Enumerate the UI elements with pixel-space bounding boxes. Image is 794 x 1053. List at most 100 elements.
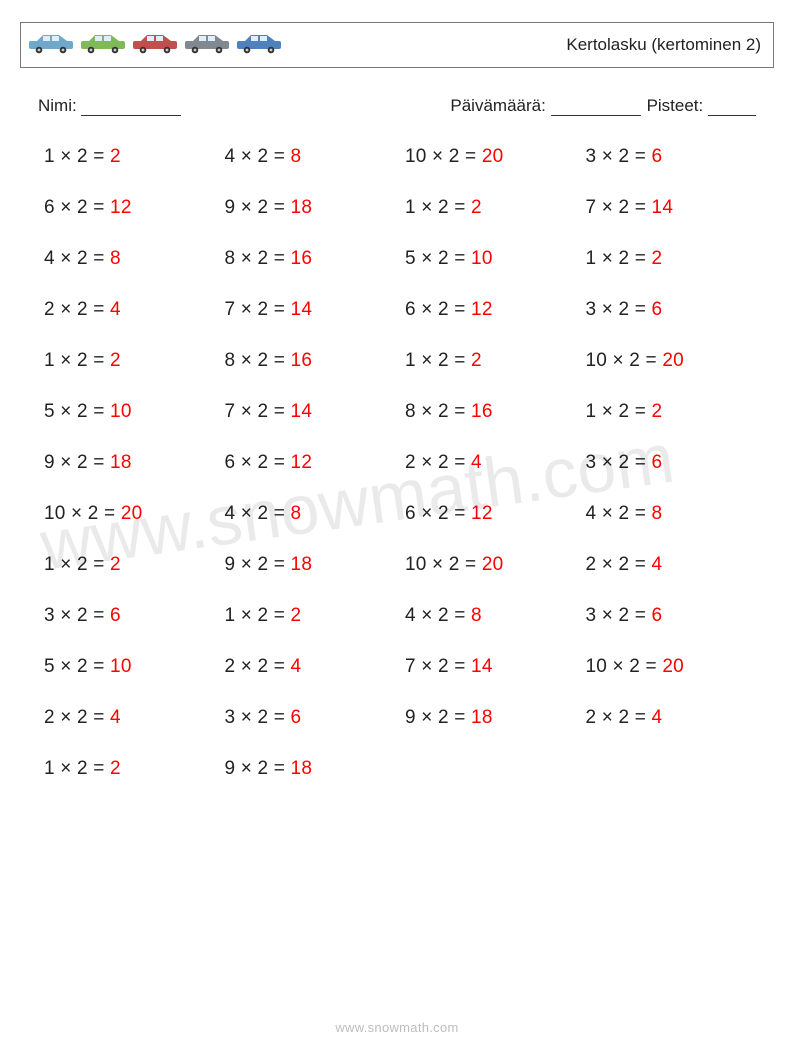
problem-answer: 16 [291,350,313,371]
problem-cell: 10 × 2 = 20 [405,554,576,576]
problem-answer: 6 [110,605,121,626]
problem-cell: 5 × 2 = 10 [44,656,215,678]
problem-expression: 8 × 2 = [225,248,291,269]
car-icon [27,32,75,59]
problem-expression: 9 × 2 = [44,452,110,473]
problem-expression: 7 × 2 = [225,401,291,422]
problem-answer: 10 [110,656,132,677]
problem-cell [405,758,576,780]
problem-cell: 4 × 2 = 8 [405,605,576,627]
problem-cell: 7 × 2 = 14 [405,656,576,678]
problem-answer: 2 [652,248,663,269]
problem-expression: 3 × 2 = [586,146,652,167]
problem-expression: 10 × 2 = [44,503,121,524]
problem-expression: 5 × 2 = [44,401,110,422]
problem-answer: 20 [662,350,684,371]
problem-cell: 4 × 2 = 8 [225,146,396,168]
name-label: Nimi: [38,96,77,115]
problem-answer: 4 [291,656,302,677]
problem-cell: 7 × 2 = 14 [225,401,396,423]
problem-expression: 9 × 2 = [225,554,291,575]
problem-expression: 10 × 2 = [405,146,482,167]
problem-answer: 4 [110,299,121,320]
problem-cell: 7 × 2 = 14 [586,197,757,219]
car-icon [183,32,231,59]
score-blank[interactable] [708,99,756,116]
problem-expression: 2 × 2 = [405,452,471,473]
problem-cell: 2 × 2 = 4 [586,554,757,576]
problem-answer: 4 [471,452,482,473]
problem-cell: 4 × 2 = 8 [225,503,396,525]
problem-cell: 10 × 2 = 20 [586,656,757,678]
date-field: Päivämäärä: [450,96,640,116]
header-box: Kertolasku (kertominen 2) [20,22,774,68]
problem-answer: 2 [110,554,121,575]
problem-expression: 3 × 2 = [586,299,652,320]
problem-cell: 3 × 2 = 6 [586,605,757,627]
problem-answer: 18 [110,452,132,473]
problem-cell: 8 × 2 = 16 [405,401,576,423]
problem-answer: 10 [471,248,493,269]
problem-cell: 3 × 2 = 6 [44,605,215,627]
problem-expression: 5 × 2 = [405,248,471,269]
problem-answer: 18 [291,554,313,575]
problem-cell: 1 × 2 = 2 [225,605,396,627]
problem-answer: 2 [110,758,121,779]
problem-expression: 1 × 2 = [405,350,471,371]
problem-expression: 4 × 2 = [225,503,291,524]
problem-answer: 8 [291,503,302,524]
problem-expression: 2 × 2 = [586,554,652,575]
problem-answer: 12 [471,299,493,320]
problem-expression: 3 × 2 = [586,452,652,473]
problem-expression: 9 × 2 = [225,758,291,779]
problem-cell: 7 × 2 = 14 [225,299,396,321]
problem-expression: 2 × 2 = [225,656,291,677]
problem-cell: 1 × 2 = 2 [44,554,215,576]
problem-cell: 6 × 2 = 12 [405,299,576,321]
problem-expression: 1 × 2 = [44,146,110,167]
problem-expression: 4 × 2 = [586,503,652,524]
problem-answer: 20 [662,656,684,677]
date-label: Päivämäärä: [450,96,545,115]
problem-cell: 2 × 2 = 4 [44,707,215,729]
problem-cell: 6 × 2 = 12 [405,503,576,525]
problem-cell: 2 × 2 = 4 [405,452,576,474]
problem-answer: 12 [471,503,493,524]
problem-cell: 9 × 2 = 18 [225,758,396,780]
problem-answer: 2 [110,146,121,167]
date-blank[interactable] [551,99,641,116]
name-blank[interactable] [81,99,181,116]
problem-answer: 20 [482,554,504,575]
info-right: Päivämäärä: Pisteet: [450,96,756,116]
problem-expression: 5 × 2 = [44,656,110,677]
footer-url: www.snowmath.com [0,1020,794,1035]
problem-grid: 1 × 2 = 2 4 × 2 = 8 10 × 2 = 20 3 × 2 = 6 6 … [20,146,774,780]
problem-cell: 10 × 2 = 20 [44,503,215,525]
problem-cell: 1 × 2 = 2 [586,248,757,270]
problem-expression: 1 × 2 = [405,197,471,218]
problem-expression: 9 × 2 = [405,707,471,728]
problem-cell: 3 × 2 = 6 [225,707,396,729]
problem-answer: 12 [110,197,132,218]
problem-expression: 2 × 2 = [586,707,652,728]
problem-cell: 8 × 2 = 16 [225,350,396,372]
problem-answer: 14 [291,299,313,320]
problem-expression: 10 × 2 = [586,350,663,371]
car-icon [131,32,179,59]
problem-answer: 18 [291,197,313,218]
problem-expression: 3 × 2 = [586,605,652,626]
problem-cell: 10 × 2 = 20 [405,146,576,168]
problem-expression: 6 × 2 = [44,197,110,218]
problem-cell: 1 × 2 = 2 [44,758,215,780]
worksheet-title: Kertolasku (kertominen 2) [566,35,761,55]
problem-expression: 1 × 2 = [586,401,652,422]
problem-cell: 2 × 2 = 4 [586,707,757,729]
problem-cell: 4 × 2 = 8 [44,248,215,270]
car-icon [235,32,283,59]
problem-answer: 8 [652,503,663,524]
problem-answer: 14 [291,401,313,422]
problem-cell: 3 × 2 = 6 [586,452,757,474]
problem-expression: 1 × 2 = [225,605,291,626]
problem-cell: 2 × 2 = 4 [44,299,215,321]
problem-cell: 6 × 2 = 12 [44,197,215,219]
